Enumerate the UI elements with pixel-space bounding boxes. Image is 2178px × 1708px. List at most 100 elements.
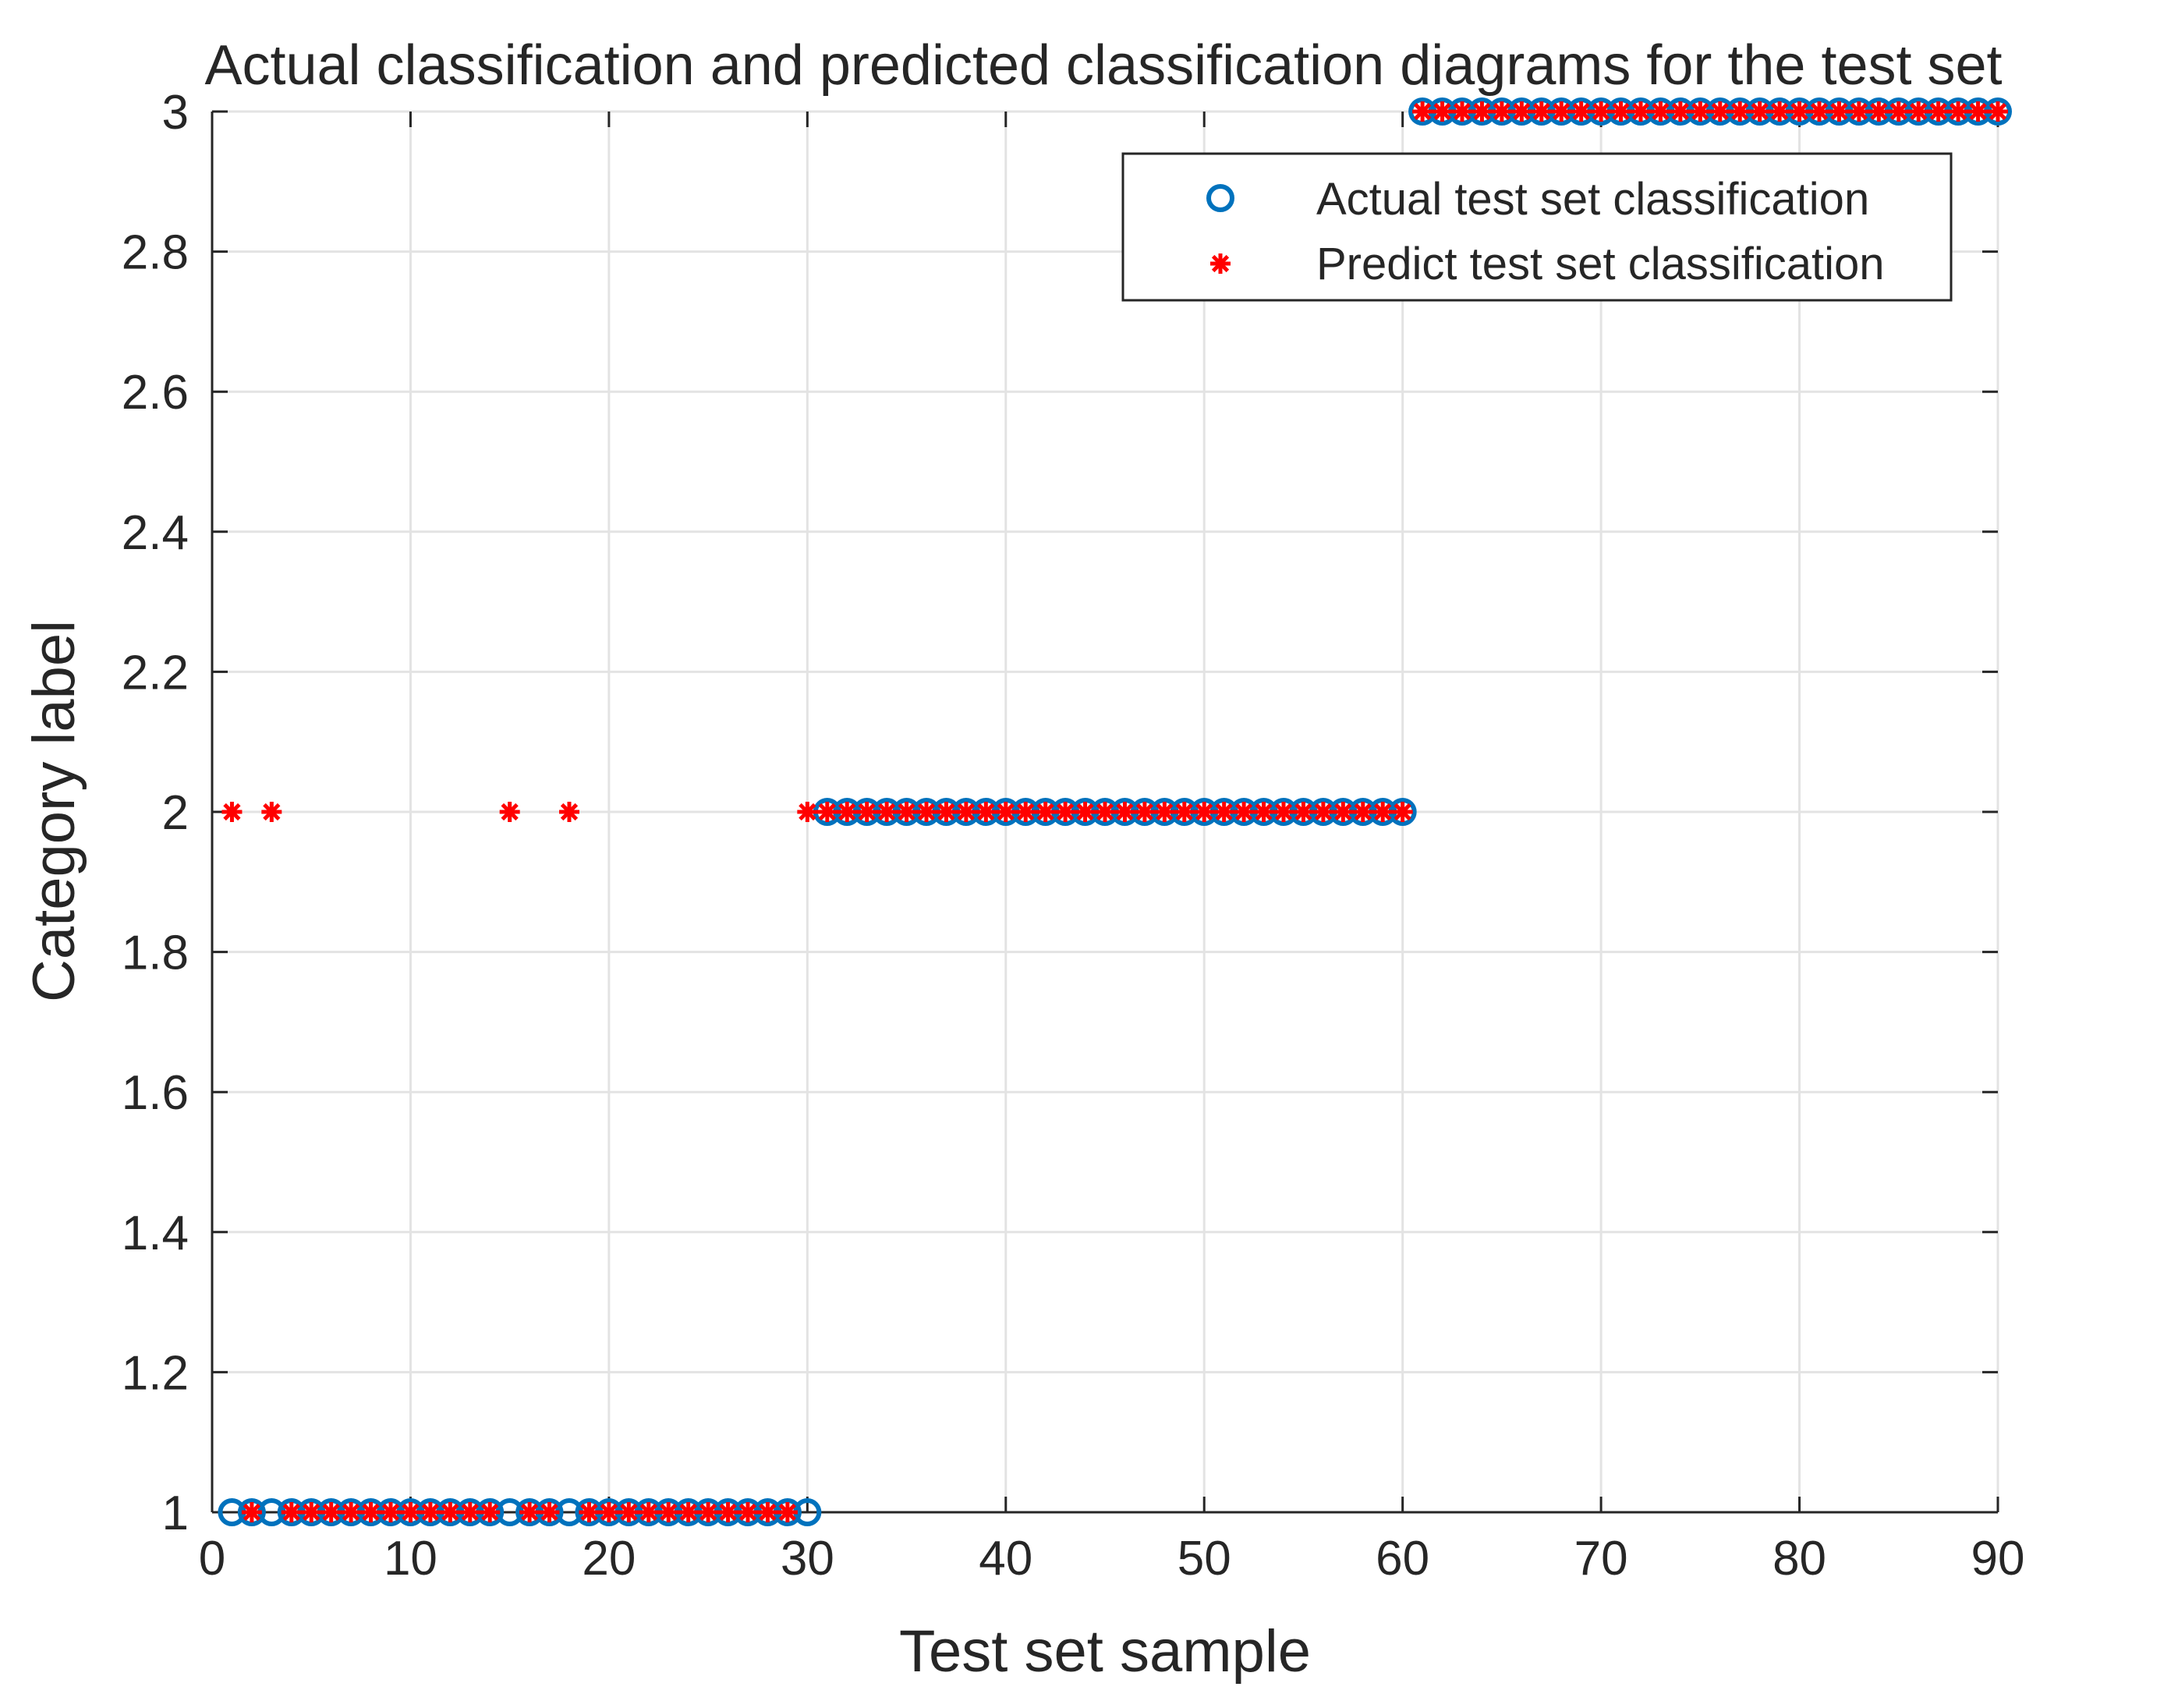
legend-actual-circle bbox=[1206, 184, 1234, 212]
predict-point bbox=[360, 1502, 381, 1522]
predict-point bbox=[1075, 802, 1096, 822]
legend-actual-marker-icon bbox=[1206, 184, 1234, 212]
predict-point bbox=[1194, 802, 1215, 822]
x-tick-label: 50 bbox=[1178, 1532, 1231, 1586]
predict-point bbox=[1273, 802, 1294, 822]
predict-point bbox=[1154, 802, 1175, 822]
predict-point bbox=[1749, 101, 1770, 122]
y-tick-label: 2 bbox=[162, 786, 189, 840]
predict-point bbox=[1789, 101, 1810, 122]
predict-point bbox=[1134, 802, 1155, 822]
actual-point bbox=[237, 1498, 266, 1526]
predict-point bbox=[1610, 101, 1631, 122]
predict-point bbox=[1988, 101, 2008, 122]
legend: Actual test set classification Predict t… bbox=[1121, 152, 1953, 302]
predict-point bbox=[459, 1502, 480, 1522]
series-predict bbox=[221, 101, 2008, 1522]
predict-point bbox=[539, 1502, 560, 1522]
y-axis-label: Category label bbox=[21, 620, 87, 1002]
predict-point bbox=[995, 802, 1016, 822]
predict-point bbox=[598, 1502, 619, 1522]
predict-point bbox=[241, 1502, 262, 1522]
predict-point bbox=[717, 1502, 738, 1522]
predict-point bbox=[1253, 802, 1274, 822]
x-tick-label: 0 bbox=[199, 1532, 225, 1586]
predict-point bbox=[1571, 101, 1592, 122]
predict-point bbox=[1809, 101, 1829, 122]
predict-point bbox=[1670, 101, 1691, 122]
legend-box bbox=[1121, 152, 1953, 302]
predict-point bbox=[519, 1502, 540, 1522]
x-tick-label: 10 bbox=[384, 1532, 437, 1586]
predict-point bbox=[301, 1502, 322, 1522]
predict-point bbox=[1392, 802, 1413, 822]
x-tick-label: 80 bbox=[1773, 1532, 1826, 1586]
predict-point bbox=[757, 1502, 778, 1522]
predict-point bbox=[698, 1502, 719, 1522]
predict-point bbox=[1948, 101, 1969, 122]
predict-point bbox=[618, 1502, 639, 1522]
y-tick-label: 3 bbox=[162, 86, 189, 140]
predict-point bbox=[1888, 101, 1909, 122]
predict-point bbox=[221, 802, 243, 822]
x-tick-label: 60 bbox=[1376, 1532, 1429, 1586]
y-tick-label: 1.6 bbox=[122, 1066, 189, 1120]
predict-point bbox=[837, 802, 858, 822]
predict-point bbox=[1511, 101, 1532, 122]
predict-point bbox=[916, 802, 937, 822]
predict-point bbox=[678, 1502, 699, 1522]
predict-point bbox=[1372, 802, 1394, 822]
predict-point bbox=[440, 1502, 461, 1522]
predict-point bbox=[816, 802, 838, 822]
predict-point bbox=[1928, 101, 1949, 122]
chart-title: Actual classification and predicted clas… bbox=[204, 34, 2002, 97]
y-tick-label: 1.4 bbox=[122, 1207, 189, 1260]
predict-point bbox=[559, 802, 579, 822]
x-tick-label: 70 bbox=[1574, 1532, 1628, 1586]
predict-point bbox=[1551, 101, 1572, 122]
predict-point bbox=[1709, 101, 1730, 122]
predict-point bbox=[1312, 802, 1333, 822]
predict-point bbox=[281, 1502, 302, 1522]
predict-point bbox=[1730, 101, 1751, 122]
predict-point bbox=[976, 802, 997, 822]
predict-point bbox=[638, 1502, 659, 1522]
predict-point bbox=[499, 802, 520, 822]
predict-point bbox=[1591, 101, 1612, 122]
x-tick-label: 20 bbox=[582, 1532, 636, 1586]
predict-point bbox=[955, 802, 976, 822]
predict-point bbox=[1234, 802, 1255, 822]
predict-point bbox=[896, 802, 917, 822]
predict-point bbox=[321, 1502, 342, 1522]
legend-actual-label: Actual test set classification bbox=[1316, 174, 1869, 225]
predict-point bbox=[738, 1502, 758, 1522]
predict-point bbox=[1829, 101, 1850, 122]
predict-point bbox=[381, 1502, 401, 1522]
predict-point bbox=[1848, 101, 1869, 122]
predict-point bbox=[579, 1502, 600, 1522]
legend-predict-asterisk bbox=[1210, 253, 1231, 274]
predict-point bbox=[420, 1502, 441, 1522]
predict-point bbox=[261, 802, 282, 822]
predict-point bbox=[341, 1502, 362, 1522]
predict-point bbox=[1967, 101, 1989, 122]
predict-point bbox=[1213, 802, 1234, 822]
x-tick-label: 30 bbox=[781, 1532, 834, 1586]
predict-point bbox=[1491, 101, 1512, 122]
axes bbox=[211, 110, 1999, 1514]
predict-point bbox=[400, 1502, 421, 1522]
predict-point bbox=[1333, 802, 1354, 822]
predict-point bbox=[1352, 802, 1373, 822]
legend-predict-label: Predict test set classification bbox=[1316, 239, 1885, 289]
predict-point bbox=[797, 802, 818, 822]
predict-point bbox=[1055, 802, 1076, 822]
predict-point bbox=[658, 1502, 679, 1522]
y-tick-label: 1.2 bbox=[122, 1346, 189, 1400]
predict-point bbox=[1174, 802, 1195, 822]
x-tick-label: 40 bbox=[979, 1532, 1032, 1586]
predict-point bbox=[1769, 101, 1790, 122]
x-axis-label: Test set sample bbox=[899, 1618, 1311, 1685]
predict-point bbox=[1293, 802, 1314, 822]
predict-point bbox=[1650, 101, 1671, 122]
predict-point bbox=[1631, 101, 1651, 122]
